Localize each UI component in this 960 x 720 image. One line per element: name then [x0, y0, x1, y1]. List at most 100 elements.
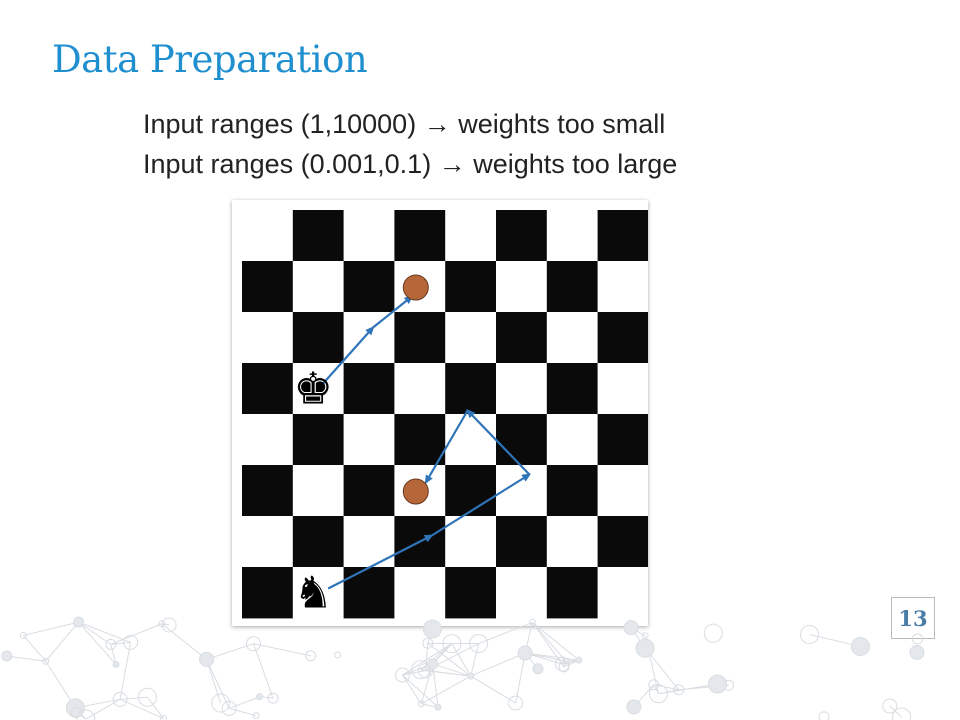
board-square	[597, 516, 648, 568]
board-square	[445, 261, 497, 313]
board-square	[445, 312, 497, 364]
decor-link	[147, 696, 164, 719]
move-arrow	[327, 534, 434, 590]
board-square	[597, 363, 648, 415]
decor-link	[432, 663, 439, 708]
board-square	[445, 465, 497, 517]
board-square	[343, 312, 395, 364]
decor-node	[707, 674, 727, 694]
decor-node	[442, 634, 462, 654]
board-square	[394, 363, 446, 415]
target-markers	[402, 274, 429, 505]
board-square	[445, 210, 497, 262]
chess-pieces: ♚♞	[293, 364, 332, 619]
board-square	[546, 414, 598, 466]
board-square	[242, 516, 294, 568]
decor-node	[517, 645, 533, 661]
decor-link	[420, 663, 434, 704]
page-number: 13	[891, 597, 935, 639]
decor-node	[626, 699, 642, 715]
board-square	[445, 363, 497, 415]
board-square	[546, 516, 598, 568]
decor-node	[245, 636, 261, 652]
move-arrows	[321, 295, 532, 590]
board-square	[546, 363, 598, 415]
board-square	[597, 312, 648, 364]
decor-link	[206, 659, 222, 704]
decor-link	[653, 684, 679, 691]
board-square	[343, 363, 395, 415]
decor-link	[525, 652, 579, 661]
decor-link	[228, 696, 260, 709]
decor-link	[432, 663, 471, 677]
decor-link	[228, 707, 257, 717]
decor-link	[6, 655, 46, 662]
decor-link	[658, 689, 679, 695]
decor-node	[635, 638, 655, 658]
board-square	[546, 465, 598, 517]
board-square	[546, 210, 598, 262]
board-squares	[242, 210, 648, 619]
move-arrow	[431, 473, 532, 537]
decor-node	[158, 620, 166, 628]
decor-node	[422, 619, 442, 639]
board-square	[496, 261, 548, 313]
decor-link	[470, 652, 526, 677]
board-square	[394, 210, 446, 262]
decor-node	[411, 660, 431, 680]
decor-link	[120, 696, 148, 700]
board-square	[343, 210, 395, 262]
board-square	[292, 414, 344, 466]
decor-link	[45, 621, 79, 662]
king-icon: ♚	[293, 364, 332, 415]
decor-node	[211, 693, 231, 713]
decor-node	[334, 651, 342, 659]
board-square	[546, 312, 598, 364]
decor-link	[78, 621, 131, 643]
decor-node	[528, 618, 536, 626]
board-square	[597, 210, 648, 262]
decor-node	[422, 637, 434, 649]
chessboard: ♚♞	[242, 210, 648, 619]
decor-node	[256, 693, 264, 701]
decor-node	[1, 650, 13, 662]
board-square	[496, 312, 548, 364]
board-square	[292, 516, 344, 568]
decor-link	[515, 652, 526, 704]
decor-link	[451, 643, 472, 677]
board-square	[343, 261, 395, 313]
decor-node	[267, 692, 279, 704]
board-square	[292, 210, 344, 262]
decor-link	[532, 622, 580, 661]
board-square	[445, 414, 497, 466]
decor-link	[402, 674, 439, 708]
board-square	[343, 516, 395, 568]
board-square	[394, 414, 446, 466]
decor-link	[206, 659, 230, 709]
board-square	[445, 516, 497, 568]
decor-link	[78, 621, 117, 665]
decor-node	[137, 687, 157, 707]
decor-node	[532, 663, 544, 675]
board-square	[496, 414, 548, 466]
decor-node	[305, 650, 317, 662]
decor-link	[421, 675, 472, 705]
chessboard-figure: ♚ ♞	[232, 200, 648, 626]
decor-node	[417, 700, 425, 708]
move-arrow	[372, 295, 414, 329]
bullet-line-2: Input ranges (0.001,0.1) → weights too l…	[143, 149, 678, 179]
decor-node	[123, 634, 139, 650]
decor-link	[23, 621, 79, 636]
move-arrow	[424, 409, 469, 485]
decor-link	[561, 663, 565, 668]
decor-node	[112, 660, 120, 668]
decor-link	[161, 623, 207, 660]
network-decoration	[1, 616, 925, 720]
board-square	[242, 210, 294, 262]
board-square	[496, 210, 548, 262]
decor-link	[470, 643, 480, 677]
slide-title: Data Preparation	[52, 38, 368, 81]
decor-node	[105, 638, 117, 650]
bullet-line-1: Input ranges (1,10000) → weights too sma…	[143, 109, 666, 139]
bullet-list: Input ranges (1,10000) → weights too sma…	[143, 104, 677, 184]
